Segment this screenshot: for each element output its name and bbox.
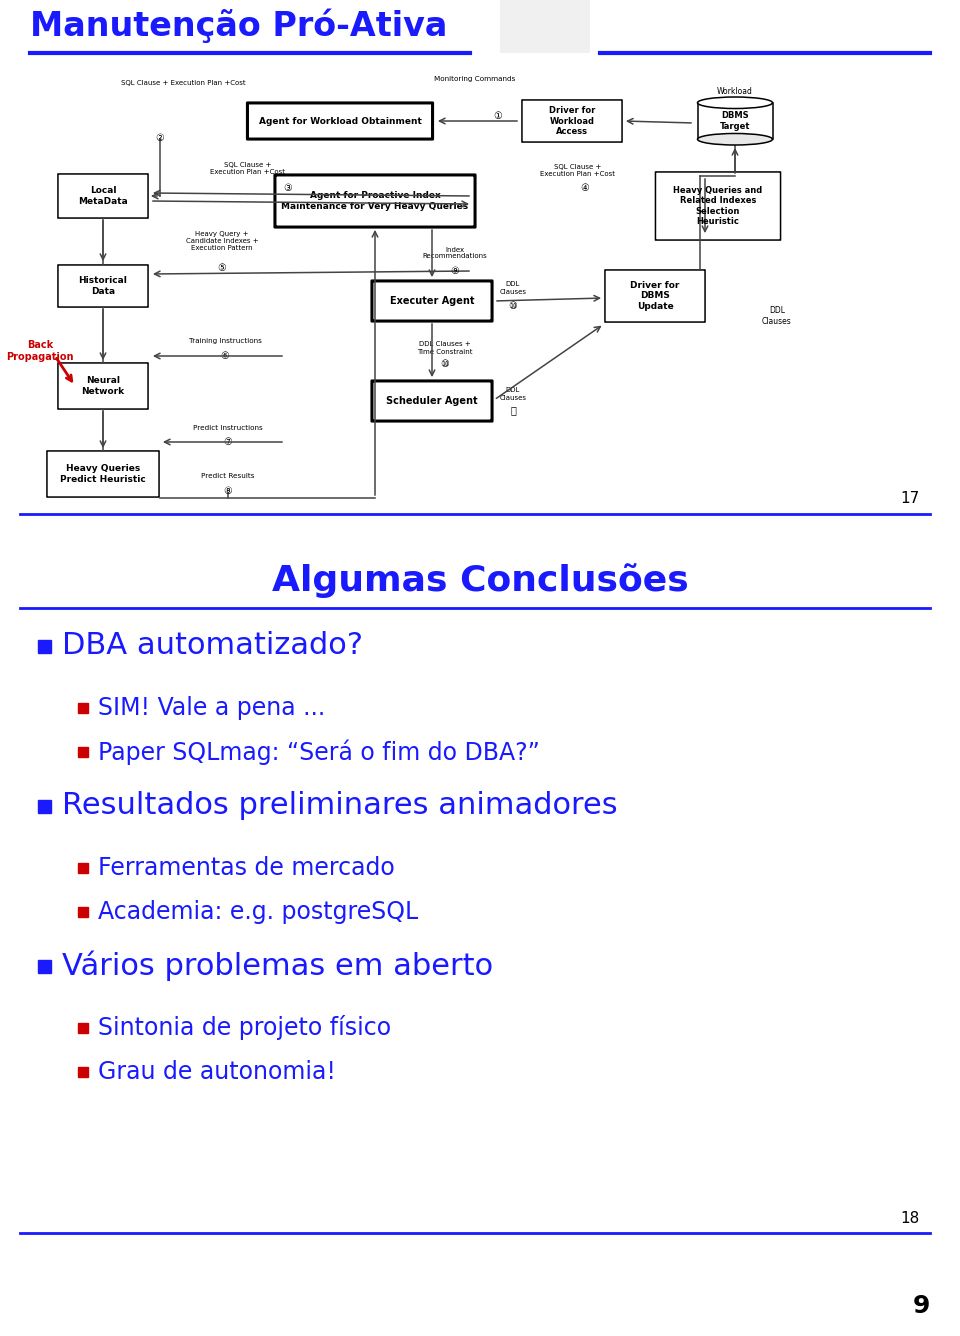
- Text: ⑩: ⑩: [509, 301, 517, 311]
- Text: Workload: Workload: [717, 87, 753, 95]
- Ellipse shape: [698, 98, 773, 108]
- Text: Back
Propagation: Back Propagation: [7, 341, 74, 362]
- Text: Executer Agent: Executer Agent: [390, 297, 474, 306]
- FancyBboxPatch shape: [58, 174, 148, 218]
- FancyBboxPatch shape: [58, 265, 148, 307]
- Text: SQL Clause + Execution Plan +Cost: SQL Clause + Execution Plan +Cost: [121, 80, 246, 86]
- Text: Index
Recommendations: Index Recommendations: [422, 247, 488, 259]
- Text: ②: ②: [156, 134, 164, 143]
- FancyBboxPatch shape: [372, 381, 492, 421]
- Text: SQL Clause +
Execution Plan +Cost: SQL Clause + Execution Plan +Cost: [540, 164, 615, 178]
- Text: Heavy Queries
Predict Heuristic: Heavy Queries Predict Heuristic: [60, 465, 146, 484]
- Text: ⑤: ⑤: [218, 263, 227, 273]
- Ellipse shape: [698, 134, 773, 146]
- Text: Driver for
DBMS
Update: Driver for DBMS Update: [631, 281, 680, 311]
- Text: Neural
Network: Neural Network: [82, 377, 125, 395]
- Text: 9: 9: [913, 1295, 930, 1319]
- Text: Sintonia de projeto físico: Sintonia de projeto físico: [98, 1015, 391, 1041]
- FancyBboxPatch shape: [372, 281, 492, 321]
- Text: DDL
Clauses: DDL Clauses: [499, 282, 526, 294]
- Text: SQL Clause +
Execution Plan +Cost: SQL Clause + Execution Plan +Cost: [210, 162, 285, 175]
- Text: DBA automatizado?: DBA automatizado?: [62, 632, 363, 660]
- Bar: [698, 103, 773, 139]
- Text: Monitoring Commands: Monitoring Commands: [434, 76, 516, 81]
- Text: Ferramentas de mercado: Ferramentas de mercado: [98, 856, 395, 880]
- FancyBboxPatch shape: [58, 363, 148, 409]
- Text: ⑥: ⑥: [221, 351, 229, 361]
- Bar: [78, 747, 88, 758]
- Text: ⑦: ⑦: [224, 437, 232, 448]
- Text: 17: 17: [900, 492, 920, 506]
- Text: DBMS
Target: DBMS Target: [720, 111, 751, 131]
- Text: Manutenção Pró-Ativa: Manutenção Pró-Ativa: [30, 9, 447, 43]
- Text: Driver for
Workload
Access: Driver for Workload Access: [549, 106, 595, 136]
- FancyBboxPatch shape: [248, 103, 433, 139]
- FancyBboxPatch shape: [605, 270, 705, 322]
- Bar: [78, 907, 88, 916]
- Text: Heavy Queries and
Related Indexes
Selection
Heuristic: Heavy Queries and Related Indexes Select…: [673, 186, 762, 226]
- Text: ⑨: ⑨: [450, 266, 460, 277]
- Text: ⑪: ⑪: [510, 405, 516, 415]
- Text: Academia: e.g. postgreSQL: Academia: e.g. postgreSQL: [98, 900, 419, 925]
- Bar: [38, 640, 51, 652]
- Text: ⑩: ⑩: [441, 359, 449, 369]
- Text: 18: 18: [900, 1210, 920, 1226]
- FancyBboxPatch shape: [47, 452, 159, 497]
- FancyBboxPatch shape: [522, 100, 622, 142]
- Text: DDL
Clauses: DDL Clauses: [762, 306, 792, 326]
- Text: Agent for Workload Obtainment: Agent for Workload Obtainment: [258, 116, 421, 126]
- Text: Paper SQLmag: “Será o fim do DBA?”: Paper SQLmag: “Será o fim do DBA?”: [98, 739, 540, 764]
- Text: DDL
Clauses: DDL Clauses: [499, 387, 526, 401]
- Text: Scheduler Agent: Scheduler Agent: [386, 395, 478, 406]
- Text: Heavy Query +
Candidate Indexes +
Execution Pattern: Heavy Query + Candidate Indexes + Execut…: [185, 231, 258, 251]
- Text: SIM! Vale a pena ...: SIM! Vale a pena ...: [98, 696, 325, 720]
- Text: Training Instructions: Training Instructions: [188, 338, 261, 343]
- Bar: [78, 1023, 88, 1033]
- Text: ⑧: ⑧: [224, 486, 232, 496]
- Bar: [78, 863, 88, 872]
- Text: Local
MetaData: Local MetaData: [78, 186, 128, 206]
- Bar: [38, 799, 51, 812]
- Text: Grau de autonomia!: Grau de autonomia!: [98, 1059, 336, 1083]
- Text: Historical
Data: Historical Data: [79, 277, 128, 295]
- Text: Predict Instructions: Predict Instructions: [193, 425, 263, 432]
- Bar: [78, 703, 88, 713]
- Text: Agent for Proactive Index
Maintenance for Very Heavy Queries: Agent for Proactive Index Maintenance fo…: [281, 191, 468, 211]
- Text: Resultados preliminares animadores: Resultados preliminares animadores: [62, 791, 617, 820]
- Text: ①: ①: [493, 111, 502, 122]
- Bar: [78, 1067, 88, 1077]
- Bar: [38, 959, 51, 973]
- Text: ④: ④: [581, 183, 589, 192]
- Text: Algumas Conclusões: Algumas Conclusões: [272, 564, 688, 599]
- Bar: [500, 0, 590, 53]
- Text: DDL Clauses +
Time Constraint: DDL Clauses + Time Constraint: [418, 342, 472, 354]
- Text: Vários problemas em aberto: Vários problemas em aberto: [62, 951, 493, 981]
- FancyBboxPatch shape: [656, 172, 780, 240]
- FancyBboxPatch shape: [275, 175, 475, 227]
- Text: Predict Results: Predict Results: [202, 473, 254, 480]
- Text: ③: ③: [283, 183, 293, 192]
